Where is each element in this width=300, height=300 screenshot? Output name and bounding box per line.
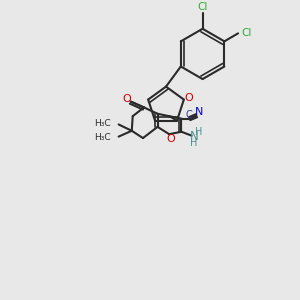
Text: H₃C: H₃C — [94, 133, 111, 142]
Text: Cl: Cl — [241, 28, 251, 38]
Text: O: O — [122, 94, 131, 104]
Text: O: O — [166, 134, 175, 144]
Text: C: C — [185, 110, 192, 119]
Text: O: O — [184, 93, 193, 103]
Text: H₃C: H₃C — [94, 119, 111, 128]
Text: H: H — [195, 127, 203, 136]
Text: Cl: Cl — [197, 2, 208, 12]
Text: N: N — [190, 130, 198, 143]
Text: H: H — [190, 137, 198, 148]
Text: N: N — [195, 107, 203, 117]
